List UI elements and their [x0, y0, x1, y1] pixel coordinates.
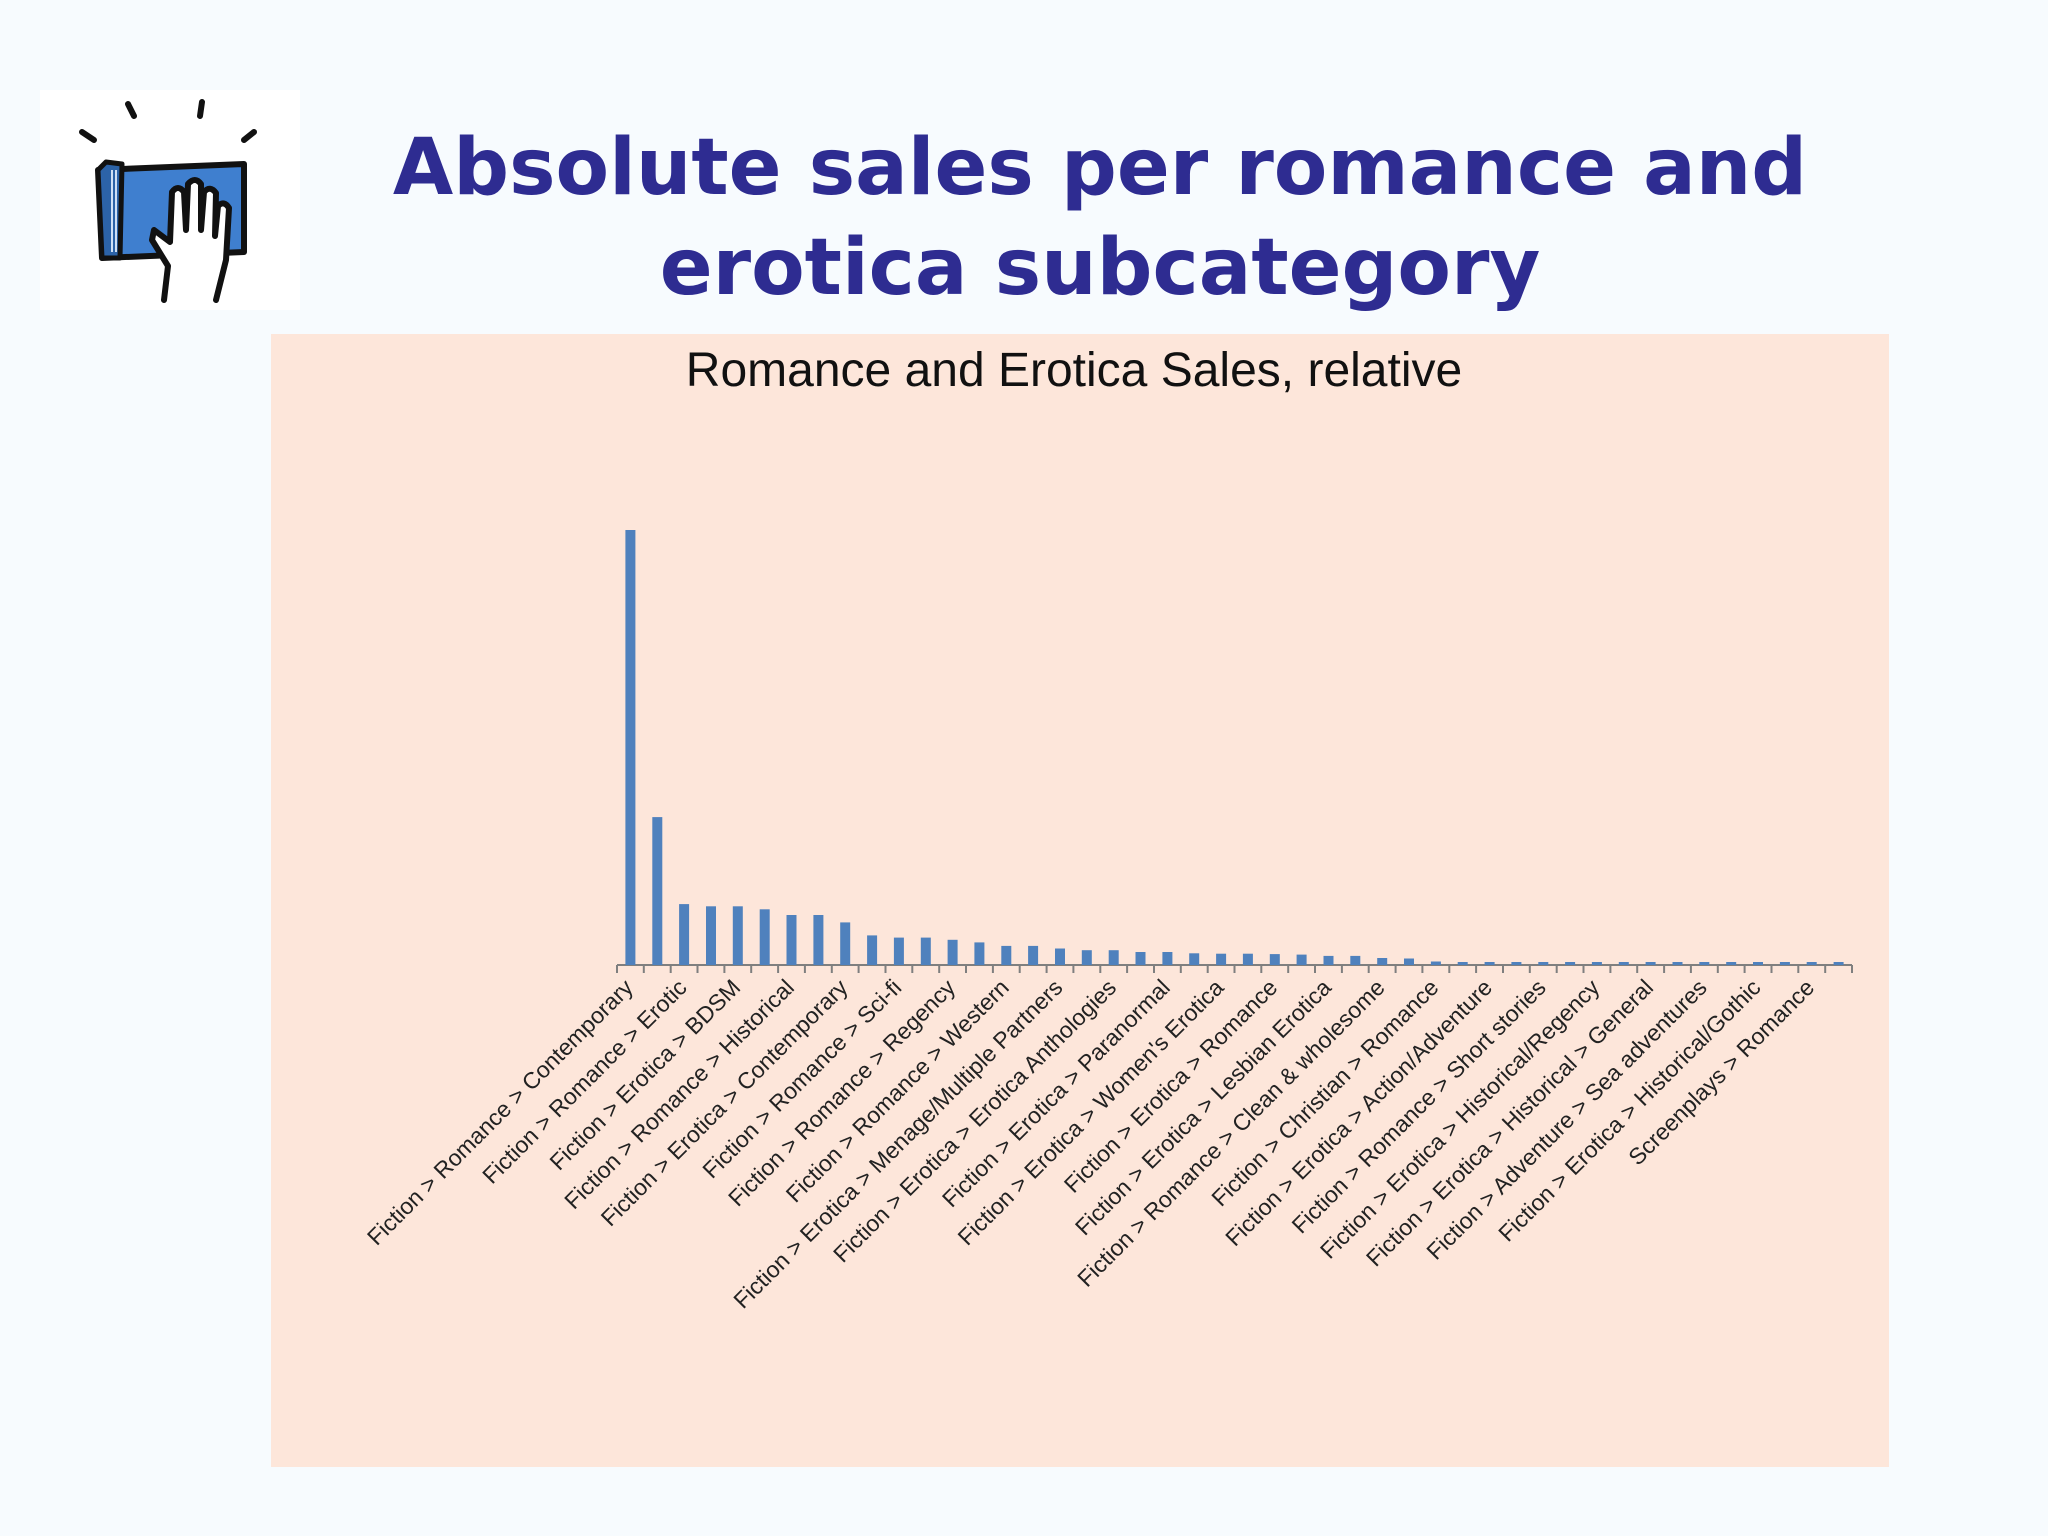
- bar: [920, 937, 931, 965]
- bar: [1135, 952, 1146, 965]
- bar: [840, 922, 851, 965]
- chart-panel: Romance and Erotica Sales, relative Fict…: [271, 334, 1889, 1467]
- bar: [813, 915, 824, 965]
- bar: [679, 904, 690, 965]
- bar: [1511, 962, 1522, 965]
- bar: [786, 915, 797, 965]
- bar: [1699, 962, 1710, 965]
- slide-title-line-2: erotica subcategory: [659, 223, 1541, 313]
- bar: [1001, 945, 1012, 965]
- chart-title: Romance and Erotica Sales, relative: [686, 344, 1462, 397]
- bar: [1806, 962, 1817, 965]
- bar: [1028, 945, 1039, 965]
- bar: [867, 935, 878, 965]
- bar: [893, 937, 904, 965]
- bar: [1430, 961, 1441, 965]
- bar: [947, 939, 958, 965]
- bar: [1457, 962, 1468, 965]
- bar: [1484, 962, 1495, 965]
- bar: [1216, 953, 1227, 965]
- x-axis-ticks: [616, 965, 1853, 973]
- bar: [1565, 962, 1576, 965]
- bar: [1323, 955, 1334, 965]
- bar: [1296, 954, 1307, 965]
- bar: [1591, 962, 1602, 965]
- bar: [706, 906, 716, 965]
- bar: [1269, 954, 1280, 965]
- bar: [1833, 962, 1844, 965]
- slide-title-line-1: Absolute sales per romance and: [392, 123, 1808, 213]
- bar-chart: Romance and Erotica Sales, relative Fict…: [362, 344, 1853, 1314]
- bar: [759, 909, 770, 965]
- bar: [1404, 958, 1414, 965]
- bar: [1055, 948, 1065, 965]
- bar: [1081, 950, 1092, 965]
- slide-title: Absolute sales per romance and erotica s…: [330, 118, 1870, 318]
- bar-series: [625, 530, 1844, 965]
- bar: [1377, 958, 1388, 965]
- bar: [1189, 953, 1200, 965]
- bar: [1726, 962, 1737, 965]
- bar: [974, 942, 985, 965]
- bar: [1753, 962, 1763, 965]
- x-axis-tick-labels: Fiction > Romance > ContemporaryFiction …: [362, 974, 1819, 1314]
- bar: [1779, 962, 1790, 965]
- bar: [652, 817, 663, 965]
- bar: [732, 906, 743, 965]
- bar: [1242, 953, 1253, 965]
- bar: [1645, 962, 1656, 965]
- bar: [1538, 962, 1549, 965]
- bar: [1618, 962, 1629, 965]
- bar: [1672, 962, 1683, 965]
- hand-on-book-icon: [40, 90, 300, 310]
- bar: [1350, 955, 1361, 965]
- bar: [625, 530, 636, 965]
- bar: [1108, 950, 1119, 965]
- bar: [1162, 952, 1173, 965]
